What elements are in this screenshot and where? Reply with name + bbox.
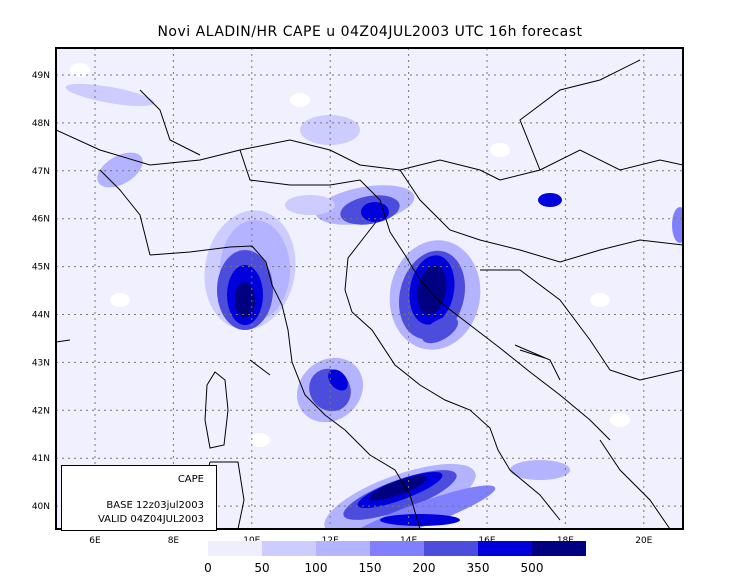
legend-swatch <box>532 541 586 556</box>
cape-contour <box>421 316 459 344</box>
lat-label: 40N <box>32 502 50 512</box>
legend-label: 200 <box>413 561 436 575</box>
legend-swatch <box>424 541 478 556</box>
legend-label: 350 <box>467 561 490 575</box>
map-area <box>56 48 683 529</box>
cape-contour <box>510 460 570 480</box>
cape-contour <box>65 83 155 107</box>
lat-label: 41N <box>32 454 50 464</box>
lon-label: 20E <box>635 536 652 546</box>
legend-label: 100 <box>305 561 328 575</box>
cape-zero-patch <box>610 413 630 427</box>
color-legend: 0 50 100 150 200 350 500 <box>204 541 586 575</box>
lat-label: 49N <box>32 71 50 81</box>
legend-swatch <box>370 541 424 556</box>
legend-swatch <box>262 541 316 556</box>
legend-swatch <box>478 541 532 556</box>
legend-label: 150 <box>359 561 382 575</box>
cape-zero-patch <box>290 93 310 107</box>
legend-label: 0 <box>204 561 212 575</box>
cape-zero-patch <box>70 63 90 77</box>
legend-swatch <box>316 541 370 556</box>
lat-label: 44N <box>32 311 50 321</box>
cape-zero-patch <box>110 293 130 307</box>
info-field: CAPE <box>177 474 204 485</box>
cape-contour <box>300 115 360 145</box>
lat-label: 45N <box>32 263 50 273</box>
lon-label: 8E <box>168 536 180 546</box>
coastlines-borders <box>56 59 683 529</box>
lon-label: 6E <box>89 536 101 546</box>
cape-contour <box>285 195 335 215</box>
cape-contour <box>235 282 255 318</box>
cape-contour <box>369 475 427 501</box>
cape-contour <box>380 514 460 526</box>
map-frame <box>55 47 684 530</box>
cape-zero-patch <box>490 143 510 157</box>
cape-zero-patch <box>590 293 610 307</box>
cape-contour <box>328 369 348 391</box>
gridlines <box>56 48 683 529</box>
lat-label: 46N <box>32 215 50 225</box>
cape-zero-patch <box>250 433 270 447</box>
info-base: BASE 12z03jul2003 <box>106 500 204 511</box>
info-valid: VALID 04Z04JUL2003 <box>97 514 204 525</box>
map-title: Novi ALADIN/HR CAPE u 04Z04JUL2003 UTC 1… <box>157 24 583 40</box>
legend-swatch <box>208 541 262 556</box>
lat-label: 42N <box>32 406 50 416</box>
cape-contour <box>672 207 683 243</box>
lat-label: 47N <box>32 167 50 177</box>
cape-contour <box>538 193 562 207</box>
legend-label: 50 <box>254 561 269 575</box>
lat-label: 48N <box>32 119 50 129</box>
cape-contour <box>417 265 447 315</box>
info-box: CAPE BASE 12z03jul2003 VALID 04Z04JUL200… <box>61 465 217 531</box>
lat-label: 43N <box>32 358 50 368</box>
legend-label: 500 <box>521 561 544 575</box>
